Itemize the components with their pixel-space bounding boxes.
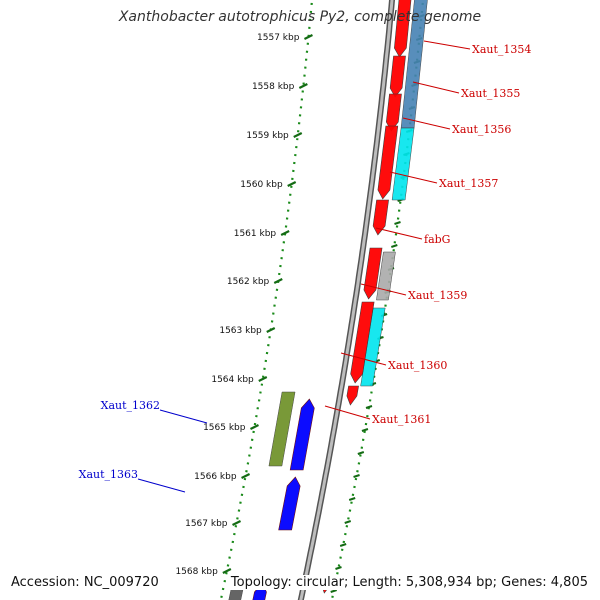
kbp-tick-label: 1564 kbp bbox=[211, 375, 254, 385]
outer-tick-dash bbox=[330, 589, 338, 593]
backbone-ring bbox=[299, 0, 394, 600]
kbp-tick-mark bbox=[249, 424, 259, 430]
gene-blue-arrow bbox=[278, 476, 301, 531]
kbp-tick-label: 1557 kbp bbox=[257, 33, 300, 43]
genome-title: Xanthobacter autotrophicus Py2, complete… bbox=[118, 9, 482, 25]
kbp-tick-label: 1559 kbp bbox=[246, 131, 289, 141]
gene-label-leader bbox=[340, 352, 387, 366]
feature-olive-block bbox=[268, 391, 296, 467]
kbp-tick-mark bbox=[222, 568, 232, 574]
outer-tick-dash bbox=[353, 474, 360, 478]
kbp-tick-mark bbox=[303, 34, 313, 40]
outer-tick-dash bbox=[361, 428, 369, 432]
gene-label-leader bbox=[324, 405, 371, 420]
gene-label-leader bbox=[402, 117, 451, 130]
gene-label-leader bbox=[360, 283, 407, 296]
kbp-tick-label: 1558 kbp bbox=[252, 82, 295, 92]
kbp-tick-label: 1560 kbp bbox=[240, 180, 283, 190]
kbp-tick-label: 1563 kbp bbox=[219, 326, 262, 336]
gene-label-xaut_1361: Xaut_1361 bbox=[372, 413, 431, 426]
kbp-tick-mark bbox=[287, 181, 297, 187]
gene-label-fabg: fabG bbox=[424, 233, 450, 246]
outer-tick-dash bbox=[339, 543, 347, 547]
gene-label-xaut_1356: Xaut_1356 bbox=[452, 123, 511, 136]
gene-red-arrow bbox=[377, 125, 399, 200]
gene-label-xaut_1355: Xaut_1355 bbox=[461, 87, 520, 100]
outer-tick-dash bbox=[365, 405, 373, 409]
gene-label-xaut_1357: Xaut_1357 bbox=[439, 177, 498, 190]
kbp-tick-mark bbox=[241, 473, 251, 479]
gene-red-arrow bbox=[346, 385, 359, 406]
kbp-tick-label: 1562 kbp bbox=[227, 277, 270, 287]
outer-tick-dash bbox=[394, 221, 401, 225]
gene-label-leader bbox=[375, 227, 423, 240]
kbp-tick-mark bbox=[258, 376, 268, 382]
gene-blue-arrow bbox=[289, 398, 315, 471]
feature-cyan-block bbox=[391, 127, 415, 201]
kbp-tick-label: 1567 kbp bbox=[185, 519, 228, 529]
gene-label-xaut_1360: Xaut_1360 bbox=[388, 359, 447, 372]
outer-tick-dash bbox=[335, 566, 342, 570]
gene-label-xaut_1363: Xaut_1363 bbox=[79, 468, 138, 481]
gene-label-leader bbox=[137, 478, 186, 493]
kbp-tick-mark bbox=[232, 520, 242, 526]
kbp-tick-label: 1566 kbp bbox=[194, 472, 237, 482]
gene-label-leader bbox=[412, 81, 460, 94]
gene-label-leader bbox=[423, 40, 471, 50]
gene-red-arrow bbox=[372, 199, 389, 236]
gene-label-xaut_1362: Xaut_1362 bbox=[101, 399, 160, 412]
kbp-tick-mark bbox=[266, 327, 276, 333]
outer-tick-dash bbox=[357, 451, 365, 455]
kbp-tick-mark bbox=[273, 278, 283, 284]
genome-info-text: Topology: circular; Length: 5,308,934 bp… bbox=[227, 575, 591, 590]
gene-red-arrow bbox=[389, 55, 406, 98]
kbp-tick-mark bbox=[280, 230, 290, 236]
gene-label-leader bbox=[159, 409, 208, 424]
feature-gray-block bbox=[376, 251, 396, 301]
kbp-tick-label: 1561 kbp bbox=[234, 229, 277, 239]
gene-label-xaut_1359: Xaut_1359 bbox=[408, 289, 467, 302]
outer-tick-dash bbox=[344, 520, 352, 524]
gene-red-arrow bbox=[385, 93, 402, 132]
gene-label-leader bbox=[389, 171, 438, 184]
kbp-tick-mark bbox=[293, 132, 303, 138]
kbp-tick-label: 1568 kbp bbox=[175, 567, 218, 577]
kbp-tick-mark bbox=[298, 83, 308, 89]
outer-tick-dash bbox=[348, 497, 356, 501]
accession-text: Accession: NC_009720 bbox=[8, 575, 162, 590]
outer-tick-dash bbox=[391, 244, 398, 248]
gene-red-arrow bbox=[394, 0, 412, 58]
kbp-tick-label: 1565 kbp bbox=[203, 423, 246, 433]
gene-red-arrow bbox=[350, 301, 375, 384]
gene-label-xaut_1354: Xaut_1354 bbox=[472, 43, 531, 56]
